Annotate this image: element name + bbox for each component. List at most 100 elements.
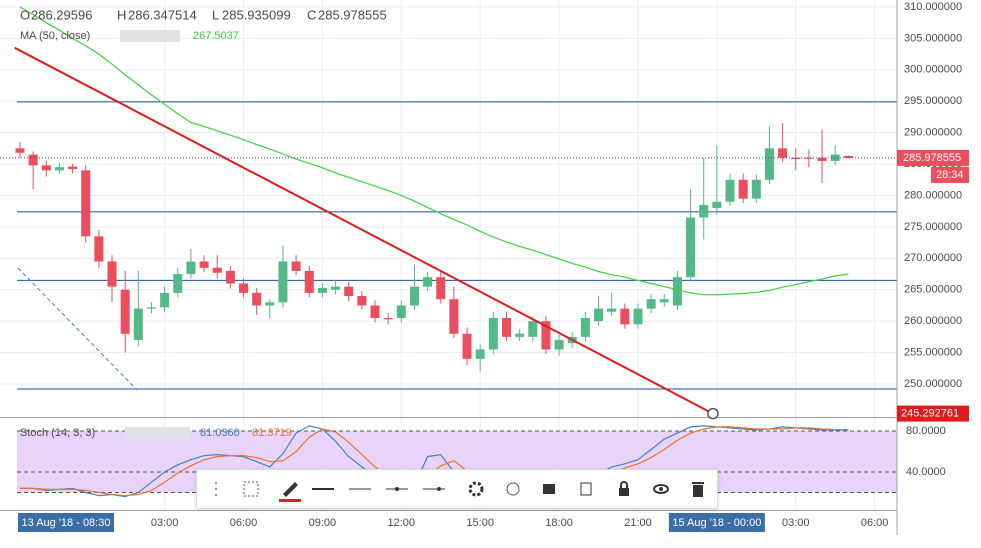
candle-body: [633, 308, 643, 325]
y-tick-label: 310.000000: [904, 1, 962, 13]
lock[interactable]: [606, 470, 643, 508]
x-tick-label: 09:00: [309, 517, 337, 529]
cursor-label-bg: [18, 513, 114, 532]
drag-handle[interactable]: [197, 470, 234, 508]
line-end[interactable]: [420, 470, 457, 508]
candle-body: [160, 292, 170, 308]
y-tick-label: 280.000000: [904, 189, 962, 201]
candle-body: [594, 308, 604, 322]
stoch-buttons[interactable]: [125, 427, 190, 439]
candle-body: [804, 157, 814, 159]
candle-body: [817, 157, 827, 161]
last-price-bg: [897, 149, 969, 166]
pen-tool[interactable]: [271, 470, 308, 508]
candle-body: [449, 299, 459, 334]
clone[interactable]: [568, 470, 605, 508]
candle-body: [646, 299, 656, 309]
y-tick-label: 275.000000: [904, 221, 962, 233]
candle-body: [304, 270, 314, 293]
y-tick-label: 265.000000: [904, 284, 962, 296]
y-tick-label: 300.000000: [904, 64, 962, 76]
candle-body: [265, 302, 275, 306]
stoch-d-value: 81.3719: [252, 427, 292, 439]
candle-body: [843, 155, 853, 158]
cursor-label: 13 Aug '18 - 08:30: [22, 517, 111, 529]
line-width[interactable]: [346, 470, 383, 508]
stoch-tick-label: 80.0000: [906, 425, 946, 437]
candle-body: [107, 261, 117, 287]
candle-body: [317, 287, 327, 293]
open-prefix: O: [20, 7, 30, 22]
x-tick-label: 03:00: [151, 517, 179, 529]
x-tick-label: 03:00: [782, 517, 810, 529]
trend-price-bg: [897, 405, 969, 422]
y-tick-label: 260.000000: [904, 315, 962, 327]
countdown-bg: [931, 166, 969, 183]
candle-body: [81, 170, 91, 237]
x-tick-label: 12:00: [388, 517, 416, 529]
candle-body: [554, 340, 564, 350]
candle-body: [659, 299, 669, 303]
low-value: 285.935099: [222, 7, 291, 22]
ma-value: 267.5037: [193, 30, 239, 42]
y-tick-label: 305.000000: [904, 32, 962, 44]
countdown: 28:34: [936, 169, 964, 181]
candle-body: [383, 318, 393, 320]
candle-body: [15, 148, 25, 153]
candle-body: [133, 308, 143, 341]
x-tick-label: 15 Aug '18 - 00:00: [672, 517, 761, 529]
drawing-toolbar: [196, 469, 718, 509]
line-style[interactable]: [308, 470, 345, 508]
close-value: 285.978555: [318, 7, 387, 22]
candle-body: [515, 333, 525, 337]
candle-body: [764, 148, 774, 180]
candle-body: [607, 308, 617, 312]
high-value: 286.347514: [128, 7, 197, 22]
candle-body: [528, 321, 538, 337]
select-tool[interactable]: [234, 470, 271, 508]
candle-body: [712, 201, 722, 209]
candle-body: [291, 261, 301, 271]
stoch-line: [20, 425, 849, 498]
candle-body: [41, 165, 51, 171]
y-tick-label: 250.000000: [904, 378, 962, 390]
x-tick-label: 06:00: [230, 517, 258, 529]
candle-body: [331, 286, 341, 290]
candle-body: [778, 148, 788, 158]
ma-title: MA (50, close): [20, 30, 90, 42]
x-tick-label: 21:00: [624, 517, 652, 529]
y-tick-label: 255.000000: [904, 346, 962, 358]
delete[interactable]: [680, 470, 717, 508]
candle-body: [501, 318, 511, 337]
candle-body: [173, 274, 183, 293]
ma-buttons[interactable]: [120, 30, 180, 42]
hide[interactable]: [643, 470, 680, 508]
last-price-label: 285.978555: [903, 152, 961, 164]
legend: O 286.29596 H 286.347514 L 285.935099 C …: [20, 7, 387, 439]
trend-handle: [707, 407, 719, 420]
candle-body: [186, 261, 196, 275]
settings[interactable]: [457, 470, 494, 508]
candle-body: [199, 261, 209, 268]
y-tick-label: 290.000000: [904, 127, 962, 139]
close-prefix: C: [307, 7, 316, 22]
candle-body: [541, 321, 551, 350]
ma-line: [19, 6, 849, 296]
stoch-tick-label: 40.0000: [906, 466, 946, 478]
candle-body: [28, 154, 38, 166]
visual-order[interactable]: [531, 470, 568, 508]
candle-body: [94, 236, 104, 262]
open-value: 286.29596: [31, 7, 92, 22]
y-tick-label: 295.000000: [904, 95, 962, 107]
alert[interactable]: [494, 470, 531, 508]
x-tick-highlight: [668, 513, 765, 532]
candle-body: [725, 179, 735, 202]
line-start[interactable]: [383, 470, 420, 508]
candle-body: [475, 349, 485, 359]
candle-body: [672, 277, 682, 306]
stoch-k-value: 81.0360: [200, 427, 240, 439]
candle-body: [396, 305, 406, 319]
x-tick-label: 06:00: [861, 517, 889, 529]
